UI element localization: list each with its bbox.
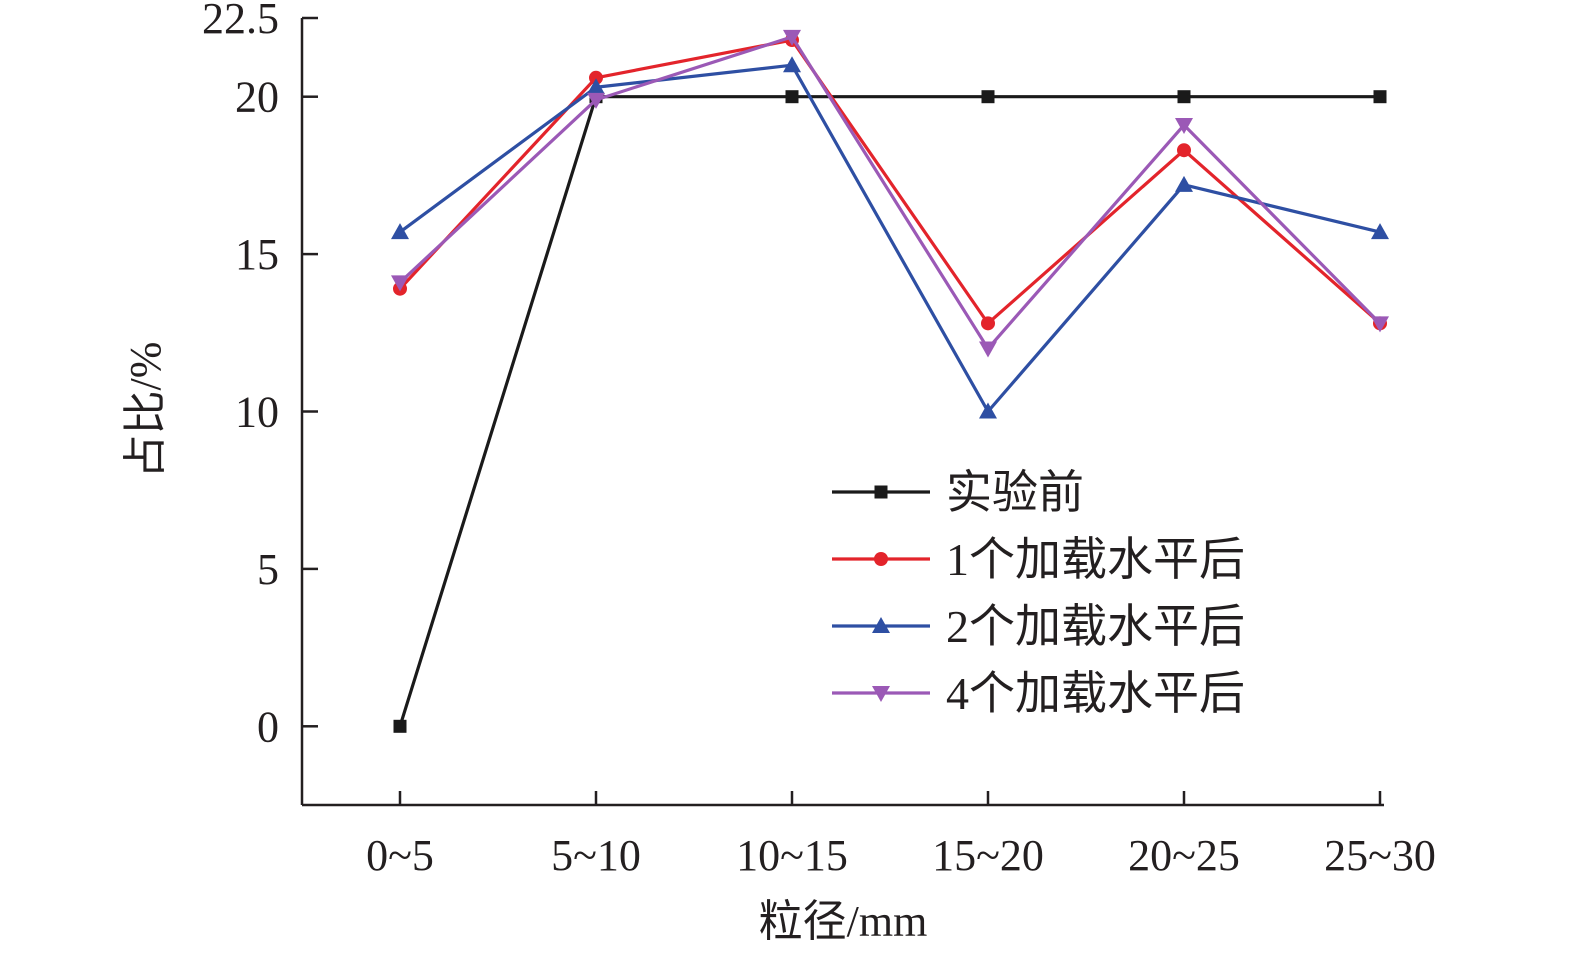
data-point xyxy=(981,90,995,104)
y-tick-label: 15 xyxy=(235,230,279,279)
legend-swatch-marker xyxy=(874,552,888,566)
data-point xyxy=(1175,118,1193,135)
legend-swatch-marker xyxy=(872,617,890,633)
series-2 xyxy=(391,56,1389,419)
x-tick-label: 10~15 xyxy=(736,831,848,880)
data-point xyxy=(391,223,409,240)
series-0 xyxy=(393,90,1387,733)
data-point xyxy=(1177,143,1191,158)
data-point xyxy=(1371,316,1389,333)
legend-label: 4个加载水平后 xyxy=(946,668,1245,719)
legend-label: 1个加载水平后 xyxy=(946,534,1245,585)
data-point xyxy=(783,56,801,73)
x-tick-label: 15~20 xyxy=(932,831,1044,880)
legend-label: 2个加载水平后 xyxy=(946,601,1245,652)
series-3 xyxy=(391,29,1389,358)
x-ticks: 0~5 5~10 10~15 15~20 20~25 25~30 xyxy=(366,791,1436,880)
legend-item: 2个加载水平后 xyxy=(832,601,1245,652)
series-group xyxy=(391,29,1389,733)
x-tick-label: 0~5 xyxy=(366,831,434,880)
y-tick-label: 22.5 xyxy=(202,0,279,43)
legend-item: 实验前 xyxy=(832,467,1084,518)
y-tick-label: 20 xyxy=(235,73,279,122)
data-point xyxy=(981,316,995,331)
y-axis-label: 占比/% xyxy=(121,342,170,479)
data-point xyxy=(393,719,407,733)
y-ticks: 0 5 10 15 20 22.5 xyxy=(202,0,318,751)
data-point xyxy=(979,402,997,419)
x-tick-label: 5~10 xyxy=(551,831,641,880)
series-line xyxy=(398,35,1382,351)
legend-swatch-marker xyxy=(874,485,888,499)
data-point xyxy=(587,92,605,109)
y-tick-label: 0 xyxy=(257,702,279,751)
data-point xyxy=(1373,90,1387,104)
data-point xyxy=(1371,223,1389,240)
legend-label: 实验前 xyxy=(946,467,1084,518)
legend-item: 4个加载水平后 xyxy=(832,668,1245,719)
x-axis-label: 粒径/mm xyxy=(759,897,928,946)
data-point xyxy=(1177,90,1191,104)
data-point xyxy=(785,90,799,104)
data-point xyxy=(391,275,409,292)
data-point xyxy=(589,70,603,85)
y-tick-label: 10 xyxy=(235,388,279,437)
data-point xyxy=(587,78,605,95)
data-point xyxy=(1175,175,1193,192)
series-line xyxy=(398,38,1382,325)
data-point xyxy=(979,341,997,358)
y-tick-label: 5 xyxy=(257,545,279,594)
data-point xyxy=(783,29,801,46)
legend: 实验前 1个加载水平后 2个加载水平后 4个加载水平后 xyxy=(832,467,1245,719)
x-tick-label: 25~30 xyxy=(1324,831,1436,880)
legend-swatch-marker xyxy=(872,686,890,702)
legend-item: 1个加载水平后 xyxy=(832,534,1245,585)
x-tick-label: 20~25 xyxy=(1128,831,1240,880)
series-line xyxy=(399,63,1381,414)
series-line xyxy=(398,95,1380,727)
